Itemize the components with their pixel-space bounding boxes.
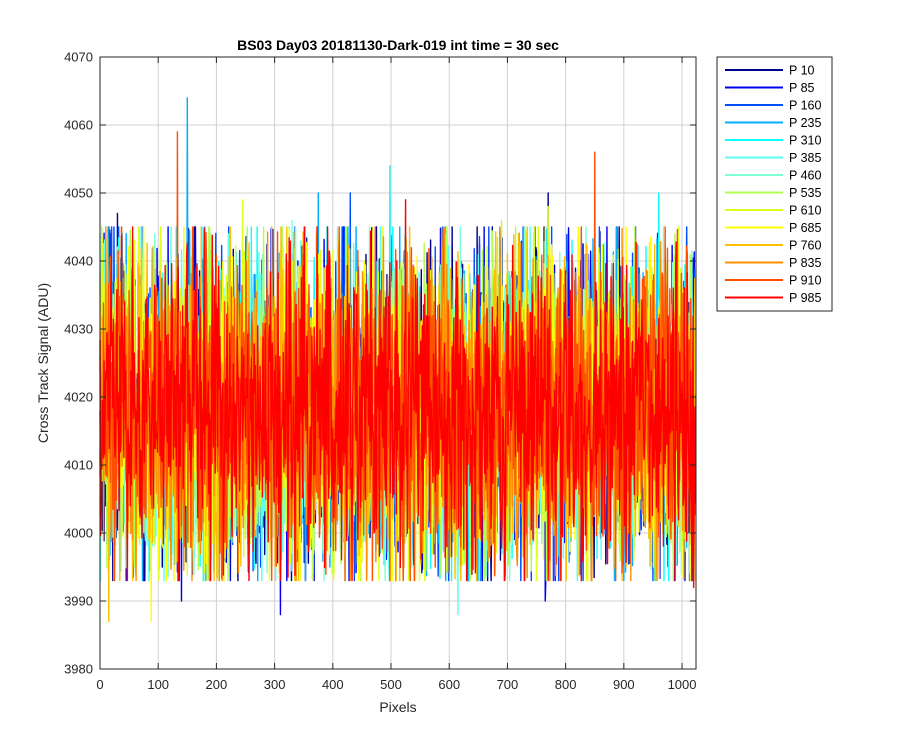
y-tick-label: 3980: [64, 662, 93, 677]
x-tick-label: 700: [497, 677, 519, 692]
y-tick-label: 4010: [64, 458, 93, 473]
legend-entry: P 985: [789, 291, 821, 305]
legend-entry: P 460: [789, 169, 821, 183]
y-tick-label: 4050: [64, 186, 93, 201]
legend-entry: P 910: [789, 274, 821, 288]
axis-ticks: 0 100 200 300 400 500 600 700 800 900 1000 3980 3990…: [64, 50, 696, 693]
legend-entry: P 85: [789, 81, 815, 95]
y-tick-label: 3990: [64, 594, 93, 609]
x-tick-label: 600: [438, 677, 460, 692]
legend-entry: P 10: [789, 64, 815, 78]
x-tick-label: 0: [96, 677, 103, 692]
chart-title: BS03 Day03 20181130-Dark-019 int time = …: [237, 37, 559, 53]
legend: P 10 P 85 P 160 P 235 P 310 P 385 P 460 P 535 P …: [716, 56, 833, 312]
x-tick-label: 200: [206, 677, 228, 692]
x-axis-label: Pixels: [379, 699, 416, 715]
y-tick-label: 4030: [64, 322, 93, 337]
y-axis-label: Cross Track Signal (ADU): [35, 283, 51, 443]
y-tick-label: 4020: [64, 390, 93, 405]
legend-entry: P 610: [789, 204, 821, 218]
legend-entry: P 760: [789, 239, 821, 253]
x-tick-label: 300: [264, 677, 286, 692]
y-tick-label: 4070: [64, 50, 93, 65]
x-tick-label: 100: [147, 677, 169, 692]
y-tick-label: 4060: [64, 118, 93, 133]
legend-entry: P 685: [789, 221, 821, 235]
legend-entry: P 835: [789, 256, 821, 270]
y-tick-label: 4000: [64, 526, 93, 541]
legend-box: [716, 56, 833, 312]
x-tick-label: 400: [322, 677, 344, 692]
legend-entry: P 385: [789, 151, 821, 165]
x-tick-label: 1000: [668, 677, 697, 692]
series-line: [99, 199, 697, 589]
legend-entry: P 235: [789, 116, 821, 130]
legend-entry: P 535: [789, 186, 821, 200]
x-tick-label: 800: [555, 677, 577, 692]
x-tick-label: 500: [380, 677, 402, 692]
legend-entry: P 160: [789, 99, 821, 113]
axes-box: [99, 56, 697, 670]
legend-entry: P 310: [789, 134, 821, 148]
y-tick-label: 4040: [64, 254, 93, 269]
series-lines: [99, 97, 697, 623]
x-tick-label: 900: [613, 677, 635, 692]
